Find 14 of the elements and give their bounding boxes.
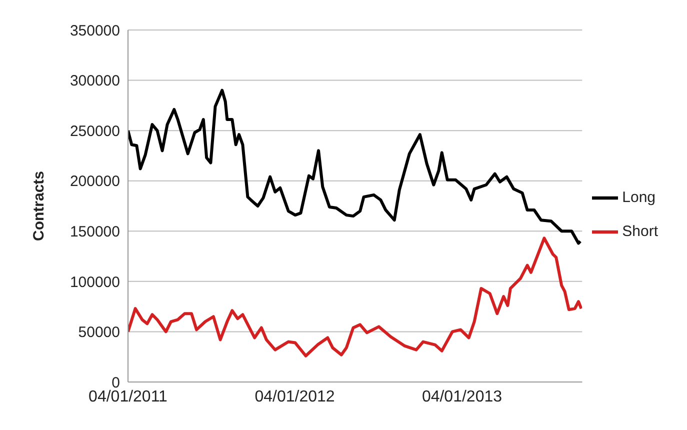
x-tick-label: 04/01/2013 xyxy=(422,388,502,406)
line-series xyxy=(128,236,582,358)
x-tick-label: 04/01/2012 xyxy=(254,388,335,406)
y-tick-label: 100000 xyxy=(70,274,120,291)
line-series xyxy=(128,88,582,245)
y-tick-label: 50000 xyxy=(78,324,120,342)
legend-label: Long xyxy=(622,189,656,206)
legend-label: Short xyxy=(622,223,658,240)
y-tick-label: 200000 xyxy=(70,173,120,190)
y-tick-label: 250000 xyxy=(70,122,120,140)
y-tick-label: 350000 xyxy=(70,22,120,40)
y-tick-label: 300000 xyxy=(70,72,120,90)
y-tick-label: 150000 xyxy=(70,223,120,240)
y-axis-title: Contracts xyxy=(30,170,48,242)
